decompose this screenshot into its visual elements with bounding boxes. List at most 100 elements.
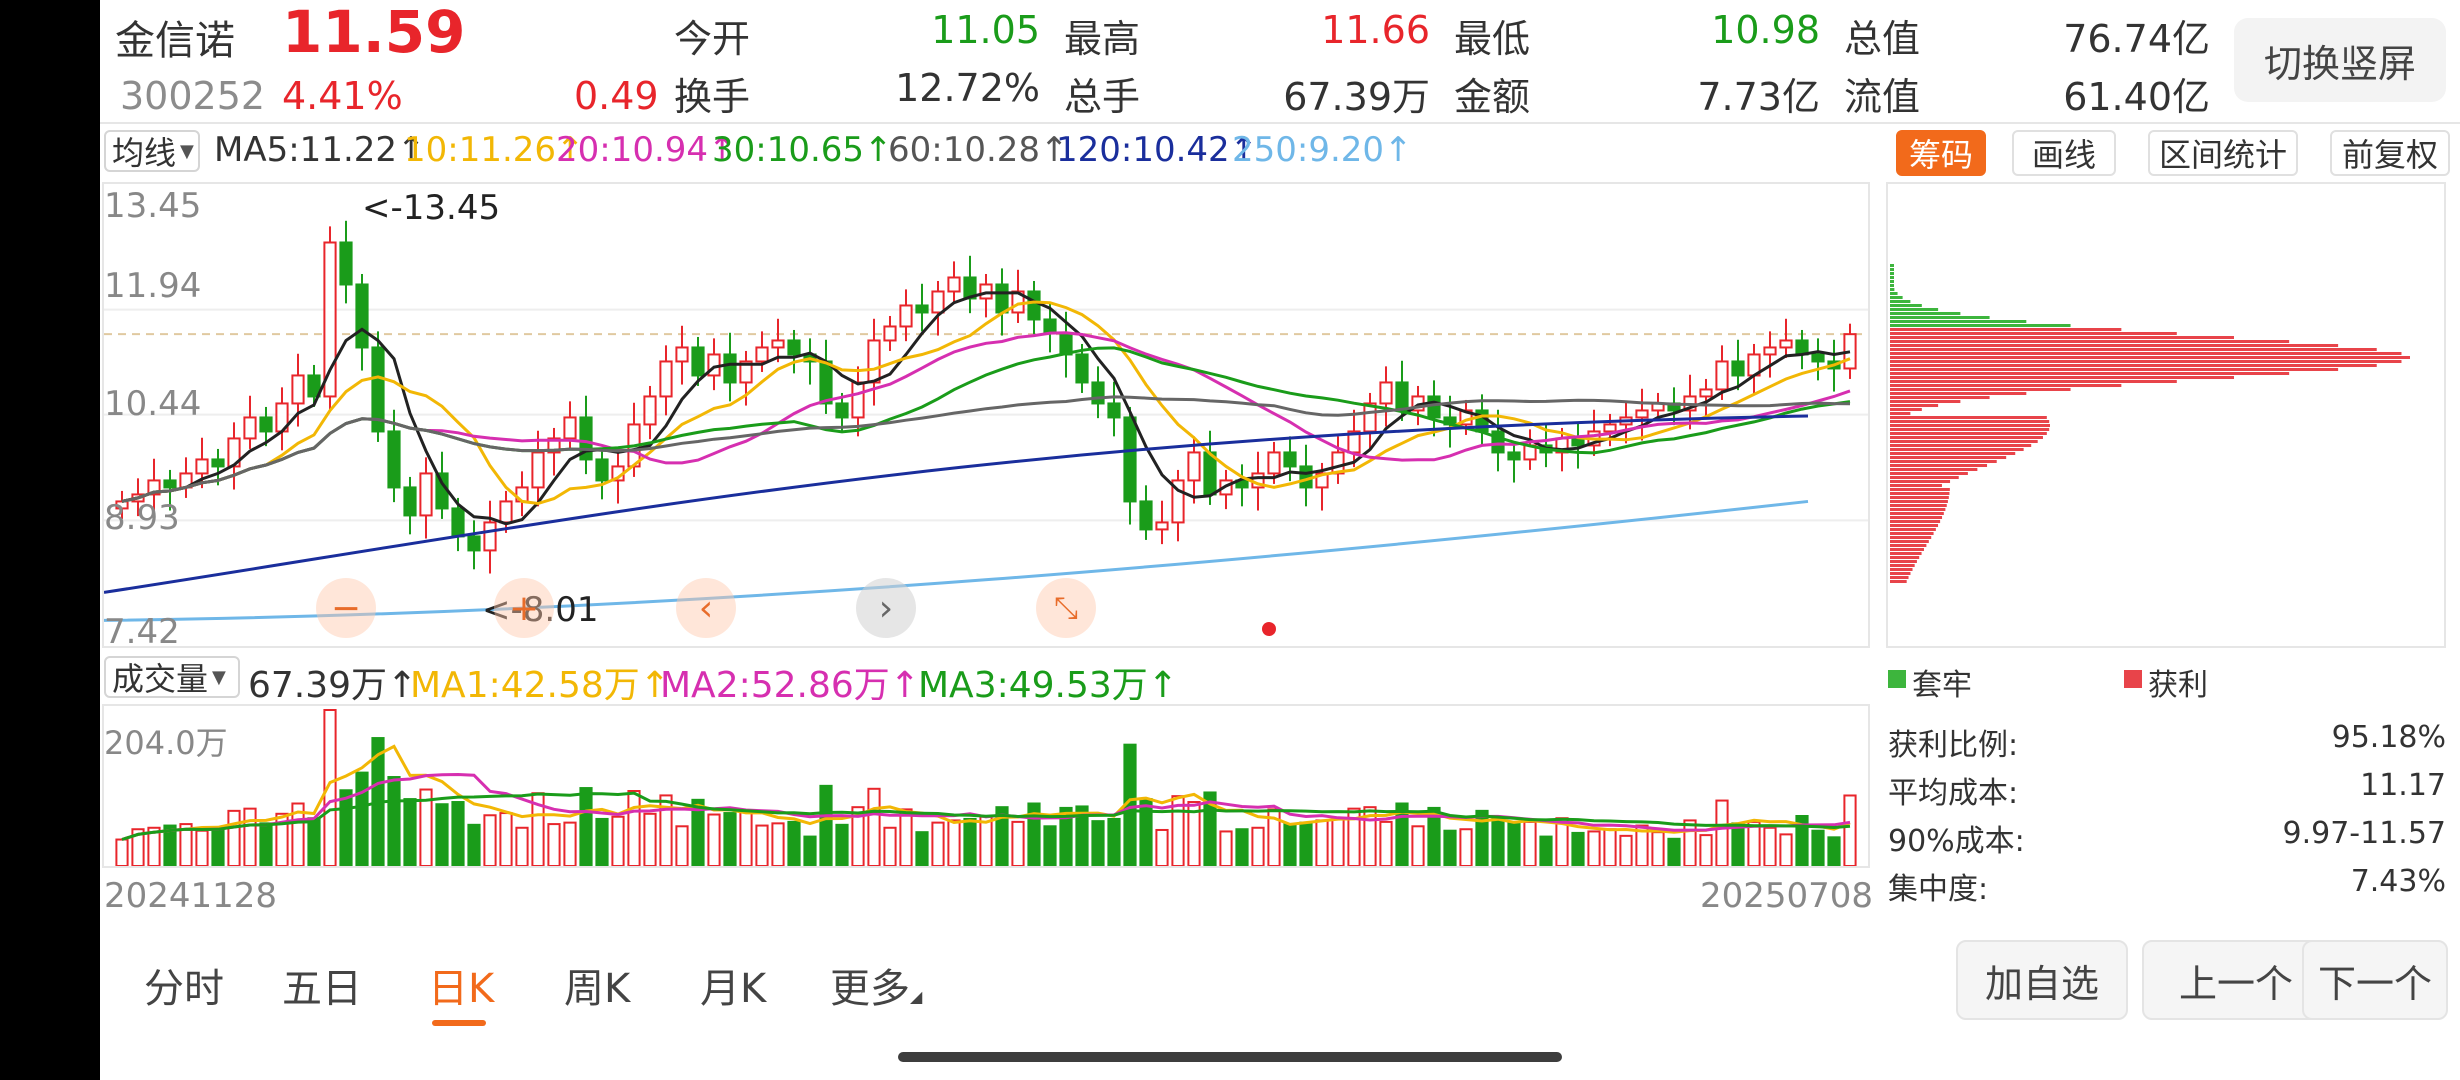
volume-bar [691,798,705,866]
price-axis-label: 10.44 [104,384,202,424]
candle-body [643,395,657,426]
tab-monthly-k[interactable]: 月K [700,966,767,1012]
candle-body [547,437,561,454]
volume-bar [1331,817,1345,866]
volume-chart-frame[interactable] [102,704,1870,868]
volume-selector[interactable]: 成交量 ▼ [104,656,240,698]
chip-profit-bar [1890,464,1988,467]
volume-bar [1187,801,1201,866]
tab-five-day[interactable]: 五日 [282,966,362,1012]
tab-more[interactable]: 更多◢ [830,956,922,1014]
candle-body [1763,346,1777,356]
chevron-right-icon[interactable]: › [856,578,916,638]
volume-bar [339,789,353,866]
volume-bar [435,803,449,866]
candle-body [691,346,705,377]
open-label: 今开 [674,17,751,61]
candle-body [371,346,385,433]
tab-more-label: 更多 [830,966,910,1012]
plus-icon[interactable]: + [494,578,554,638]
chip-profit-bar [1890,516,1943,519]
candle-body [451,507,465,538]
volume-bar [1699,834,1713,866]
tab-chips[interactable]: 筹码 [1896,130,1986,176]
chevron-left-icon[interactable]: ‹ [676,578,736,638]
chip-profit-bar [1890,356,2410,359]
chip-trapped-bar [1890,316,1990,319]
volume-bar [1139,798,1153,866]
tab-intraday[interactable]: 分时 [144,966,224,1012]
volume-bar [291,802,305,866]
compress-icon[interactable]: ⤡ [1036,578,1096,638]
tab-weekly-k[interactable]: 周K [564,966,631,1012]
tab-drawing[interactable]: 画线 [2012,130,2116,176]
profit-legend-swatch [2124,670,2142,688]
chip-profit-bar [1890,436,2043,439]
stock-name: 金信诺 [115,18,235,64]
volume-bar [787,820,801,866]
cost-90-label: 90%成本: [1888,824,2025,859]
chip-profit-bar [1890,512,1944,515]
candle-body [947,276,961,293]
volume-bar [1027,802,1041,866]
volume-bar [915,831,929,866]
chip-profit-bar [1890,572,1911,575]
vol-ma2: MA2:52.86万↑ [660,665,920,706]
chip-profit-bar [1890,504,1947,507]
chip-profit-bar [1890,412,1911,415]
volume-bar [1571,831,1585,866]
candle-body [1027,290,1041,321]
previous-stock-button[interactable]: 上一个 [2142,940,2330,1020]
candle-body [1395,381,1409,412]
chip-profit-bar [1890,484,1942,487]
volume-bar [867,787,881,866]
start-date: 20241128 [104,876,278,916]
ma-selector[interactable]: 均线 ▼ [104,130,200,172]
chip-profit-bar [1890,424,2050,427]
chip-profit-bar [1890,580,1907,583]
chip-trapped-bar [1890,268,1894,271]
chip-profit-bar [1890,468,1978,471]
chip-profit-bar [1890,520,1941,523]
candle-body [723,353,737,384]
stock-code: 300252 [120,74,266,118]
volume-bar [883,826,897,866]
tab-range-stats[interactable]: 区间统计 [2148,130,2298,176]
candle-body [435,472,449,510]
page-indicator-dot [1262,622,1276,636]
ma30-value: 30:10.65↑ [712,130,893,170]
chip-profit-bar [1890,524,1939,527]
volume-bar [1395,802,1409,866]
concentration-label: 集中度: [1888,872,1989,907]
ma-selector-label: 均线 [112,134,177,172]
switch-orientation-button[interactable]: 切换竖屏 [2234,18,2446,102]
add-watchlist-button[interactable]: 加自选 [1956,940,2128,1020]
chip-profit-bar [1890,348,2377,351]
next-stock-button[interactable]: 下一个 [2302,940,2448,1020]
low-annotation: <-8.01 [482,590,599,630]
tab-forward-adjust[interactable]: 前复权 [2330,130,2450,176]
concentration-value: 7.43% [2350,864,2446,899]
chip-trapped-bar [1890,300,1911,303]
float-value-label: 流值 [1844,75,1921,119]
kline-chart[interactable] [104,184,1868,646]
kline-chart-frame[interactable] [102,182,1870,648]
candle-body [1267,451,1281,475]
candle-body [1091,381,1105,405]
volume-bar [451,801,465,866]
chip-profit-bar [1890,480,1951,483]
chip-profit-bar [1890,488,1950,491]
tab-daily-k[interactable]: 日K [428,966,495,1012]
volume-bar [1843,794,1857,866]
candle-body [1283,451,1297,468]
candle-body [243,416,257,440]
volume-bar [419,788,433,866]
candle-body [563,416,577,440]
home-indicator[interactable] [898,1052,1562,1062]
minus-icon[interactable]: − [316,578,376,638]
volume-bar [1107,817,1121,866]
chip-profit-bar [1890,416,2047,419]
chip-profit-bar [1890,568,1913,571]
volume-chart[interactable] [104,706,1868,866]
ma60-line [121,395,1851,503]
